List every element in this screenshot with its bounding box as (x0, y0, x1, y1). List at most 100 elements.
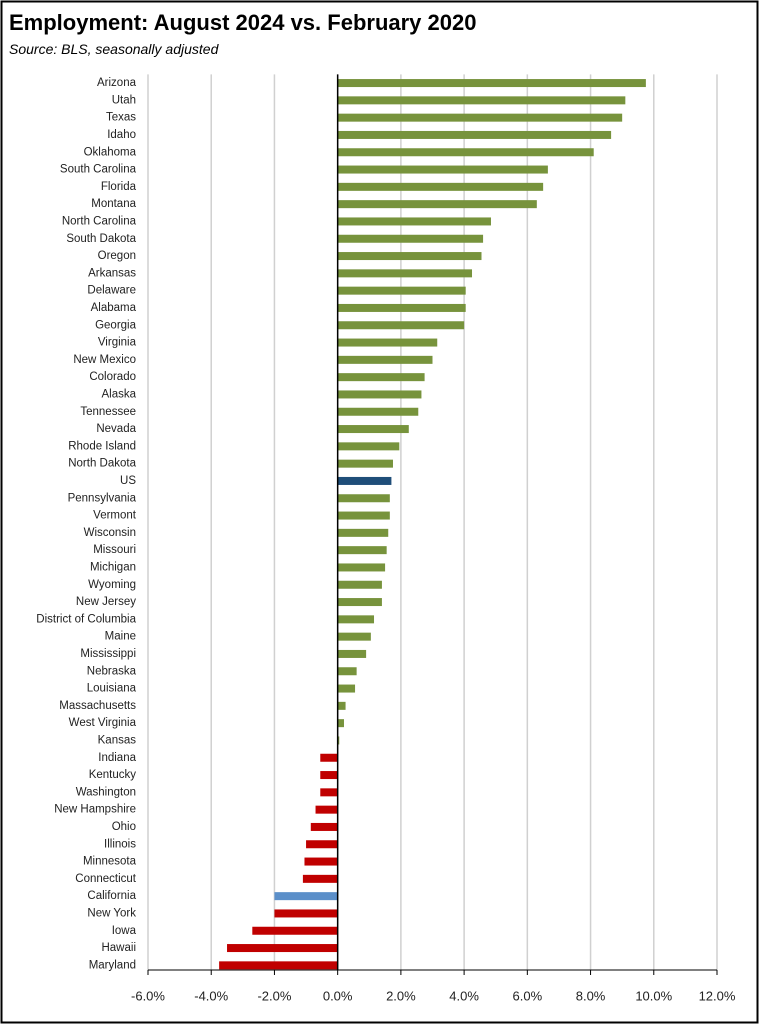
bar (337, 148, 594, 157)
bar (337, 217, 491, 226)
bar (337, 684, 356, 693)
bar (320, 771, 338, 780)
bar (337, 286, 466, 295)
bar (219, 961, 338, 970)
bar (337, 165, 548, 174)
bar (274, 892, 338, 901)
y-tick-label: New Mexico (73, 354, 136, 366)
bar (320, 753, 338, 762)
bar (252, 926, 338, 935)
bar (337, 113, 623, 122)
x-tick-label: 4.0% (449, 988, 479, 1003)
y-tick-label: South Carolina (60, 164, 137, 176)
bar (337, 252, 482, 261)
y-tick-label: US (120, 475, 136, 487)
x-tick-label: 2.0% (386, 988, 416, 1003)
bar (337, 96, 626, 105)
y-tick-label: Tennessee (80, 406, 136, 418)
bar (274, 909, 338, 918)
y-tick-label: Kentucky (89, 769, 137, 781)
y-tick-label: Wyoming (88, 579, 136, 591)
y-tick-label: Arizona (97, 77, 137, 89)
bar (337, 476, 392, 485)
chart-title: Employment: August 2024 vs. February 202… (9, 10, 476, 35)
bar (337, 338, 438, 347)
y-tick-label: District of Columbia (36, 613, 136, 625)
bar (302, 874, 338, 883)
y-tick-label: Virginia (98, 337, 137, 349)
bar (337, 407, 419, 416)
y-tick-label: Montana (91, 198, 136, 210)
x-tick-label: -4.0% (194, 988, 228, 1003)
y-tick-label: Maine (105, 631, 136, 643)
y-tick-label: Oklahoma (84, 146, 137, 158)
bar (337, 667, 357, 676)
y-tick-label: Nebraska (87, 665, 137, 677)
x-tick-label: 6.0% (513, 988, 543, 1003)
y-tick-label: South Dakota (66, 233, 136, 245)
x-tick-label: 0.0% (323, 988, 353, 1003)
y-tick-label: Pennsylvania (68, 492, 137, 504)
y-tick-label: Utah (112, 94, 136, 106)
x-tick-label: -6.0% (131, 988, 165, 1003)
bar (337, 459, 393, 468)
bar (337, 234, 484, 243)
bar (304, 857, 338, 866)
bar (227, 944, 338, 953)
bar (337, 321, 465, 330)
bar (337, 442, 400, 451)
y-tick-label: Vermont (93, 510, 137, 522)
y-tick-label: Idaho (107, 129, 136, 141)
bar (337, 425, 409, 434)
y-tick-label: Indiana (98, 752, 136, 764)
y-tick-label: Massachusetts (59, 700, 136, 712)
y-tick-label: New Jersey (76, 596, 136, 608)
y-tick-label: Oregon (98, 250, 136, 262)
y-tick-label: Maryland (89, 959, 136, 971)
bar (337, 79, 646, 88)
y-tick-label: New York (87, 907, 136, 919)
y-tick-label: North Dakota (68, 458, 136, 470)
bar (337, 598, 382, 607)
y-tick-label: Texas (106, 112, 136, 124)
y-tick-label: Kansas (98, 734, 137, 746)
y-tick-label: Minnesota (83, 856, 137, 868)
x-tick-label: 10.0% (635, 988, 672, 1003)
bar (337, 182, 544, 191)
x-tick-label: 8.0% (576, 988, 606, 1003)
bar (337, 701, 346, 710)
y-tick-label: Alaska (101, 388, 136, 400)
bar (306, 840, 338, 849)
bar (337, 373, 425, 382)
chart-subtitle: Source: BLS, seasonally adjusted (9, 41, 220, 57)
bar (337, 200, 537, 209)
bar (337, 494, 390, 503)
bar (315, 805, 338, 814)
y-tick-label: Alabama (91, 302, 137, 314)
bar (337, 511, 390, 520)
y-tick-label: West Virginia (69, 717, 137, 729)
y-tick-label: Illinois (104, 838, 136, 850)
y-tick-label: Ohio (112, 821, 136, 833)
y-tick-label: Hawaii (101, 942, 136, 954)
y-tick-label: Wisconsin (84, 527, 136, 539)
bar (337, 580, 382, 589)
bar (337, 736, 340, 745)
y-tick-label: Washington (76, 786, 136, 798)
y-tick-label: California (87, 890, 136, 902)
x-tick-label: -2.0% (257, 988, 291, 1003)
y-tick-label: Iowa (112, 925, 137, 937)
bar (337, 632, 371, 641)
y-tick-label: Michigan (90, 561, 136, 573)
y-tick-label: Colorado (89, 371, 136, 383)
bar (337, 615, 375, 624)
y-tick-label: Connecticut (75, 873, 137, 885)
y-tick-label: Arkansas (88, 267, 136, 279)
bar (337, 303, 466, 312)
bar (337, 563, 386, 572)
bar (337, 649, 367, 658)
y-tick-label: Louisiana (87, 683, 137, 695)
bar (337, 355, 433, 364)
y-tick-label: Missouri (93, 544, 136, 556)
